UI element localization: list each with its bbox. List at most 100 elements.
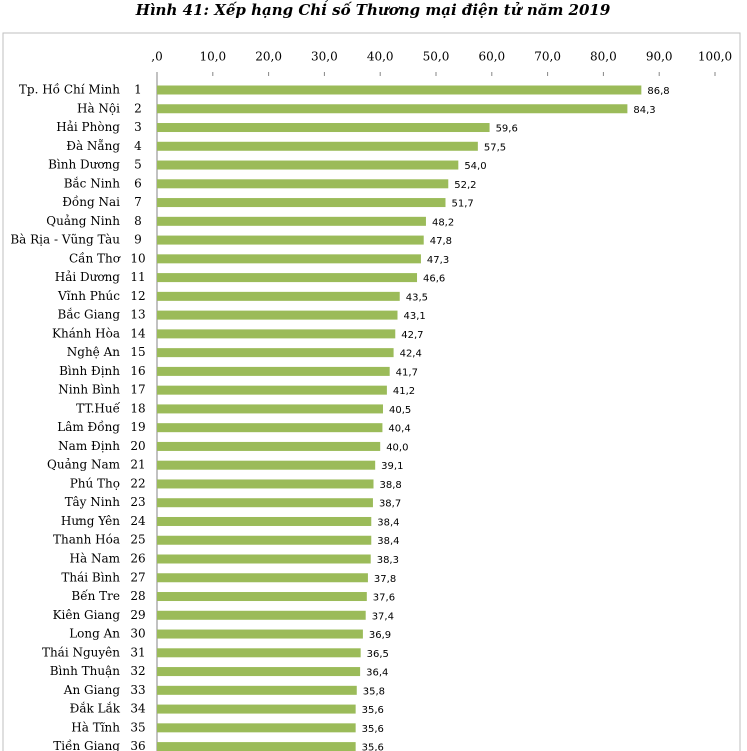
bar [157, 254, 421, 264]
value-label: 36,9 [369, 630, 391, 641]
value-label: 38,4 [377, 536, 399, 547]
category-label: TT.Huế [76, 400, 120, 415]
bar [157, 291, 400, 301]
value-label: 40,0 [386, 442, 408, 453]
rank-label: 27 [130, 570, 145, 584]
category-label: Nam Định [58, 439, 120, 453]
bar [157, 648, 361, 658]
x-tick-label: 90,0 [646, 50, 673, 64]
rank-label: 24 [130, 514, 146, 528]
rank-label: 6 [134, 176, 142, 190]
value-label: 42,4 [400, 349, 422, 360]
rank-label: 19 [130, 420, 145, 434]
rank-label: 12 [130, 289, 145, 303]
bar [157, 667, 361, 677]
rank-label: 25 [130, 533, 145, 547]
category-label: Phú Thọ [70, 476, 120, 490]
rank-label: 35 [130, 720, 145, 734]
value-label: 84,3 [633, 105, 655, 116]
value-label: 48,2 [432, 217, 454, 228]
category-label: Đắk Lắk [70, 701, 121, 716]
bar [157, 723, 356, 733]
value-label: 36,4 [366, 668, 388, 679]
bar [157, 423, 383, 433]
rank-label: 26 [130, 552, 145, 566]
value-label: 35,8 [363, 686, 385, 697]
category-label: Bình Dương [48, 158, 120, 172]
value-label: 52,2 [454, 180, 476, 191]
category-label: Hưng Yên [61, 514, 120, 528]
rank-label: 9 [134, 233, 142, 247]
x-tick-label: 10,0 [199, 50, 226, 64]
bar [157, 742, 356, 751]
value-label: 35,6 [362, 705, 384, 716]
rank-label: 7 [134, 195, 142, 209]
bar [157, 592, 367, 602]
x-tick-label: 40,0 [367, 50, 394, 64]
value-label: 37,8 [374, 574, 396, 585]
rank-label: 29 [130, 608, 145, 622]
value-label: 35,6 [362, 724, 384, 735]
rank-label: 31 [130, 645, 145, 659]
bar [157, 479, 374, 489]
bar [157, 573, 368, 583]
category-label: An Giang [63, 683, 121, 697]
x-tick-label: 60,0 [478, 50, 505, 64]
category-label: Cần Thơ [69, 250, 121, 265]
value-label: 47,3 [427, 255, 449, 266]
rank-label: 14 [130, 326, 146, 340]
bar [157, 685, 357, 695]
category-label: Lâm Đồng [57, 419, 120, 434]
bar [157, 704, 356, 714]
bar [157, 273, 418, 283]
rank-label: 32 [130, 664, 145, 678]
rank-label: 17 [130, 383, 145, 397]
category-label: Quảng Nam [47, 458, 121, 472]
rank-label: 1 [134, 83, 142, 97]
rank-label: 16 [130, 364, 145, 378]
rank-label: 36 [130, 739, 145, 751]
rank-label: 5 [134, 158, 142, 172]
category-label: Ninh Bình [58, 383, 120, 397]
category-label: Bắc Ninh [64, 175, 121, 190]
bar [157, 348, 394, 358]
category-label: Bắc Giang [58, 307, 121, 322]
chart-title: Hình 41: Xếp hạng Chỉ số Thương mại điện… [135, 0, 611, 19]
x-tick-label: 20,0 [255, 50, 282, 64]
category-label: Bình Định [59, 364, 120, 378]
value-label: 43,1 [403, 311, 425, 322]
rank-label: 30 [130, 627, 145, 641]
rank-label: 33 [130, 683, 145, 697]
category-label: Đồng Nai [62, 194, 120, 209]
category-label: Bà Rịa - Vũng Tàu [10, 233, 120, 247]
bar [157, 198, 446, 208]
category-label: Kiên Giang [53, 608, 121, 622]
category-label: Đà Nẵng [66, 138, 120, 153]
bar [157, 610, 366, 620]
x-tick-label: 80,0 [590, 50, 617, 64]
value-label: 38,4 [377, 517, 399, 528]
x-tick-label: 30,0 [311, 50, 338, 64]
category-label: Hà Nội [77, 101, 120, 115]
value-label: 51,7 [451, 199, 473, 210]
bar [157, 310, 398, 320]
bar [157, 141, 478, 151]
rank-label: 34 [130, 702, 146, 716]
bar [157, 216, 426, 226]
bar [157, 160, 459, 170]
value-label: 57,5 [484, 142, 506, 153]
value-label: 38,7 [379, 499, 401, 510]
category-label: Tp. Hồ Chí Minh [19, 82, 120, 97]
bar [157, 498, 373, 508]
bar [157, 123, 490, 133]
value-label: 38,8 [380, 480, 402, 491]
value-label: 46,6 [423, 274, 445, 285]
value-label: 41,2 [393, 386, 415, 397]
value-label: 37,6 [373, 593, 395, 604]
category-label: Hải Phòng [56, 120, 120, 134]
category-label: Hải Dương [55, 270, 121, 284]
value-label: 39,1 [381, 461, 403, 472]
rank-label: 3 [134, 120, 142, 134]
